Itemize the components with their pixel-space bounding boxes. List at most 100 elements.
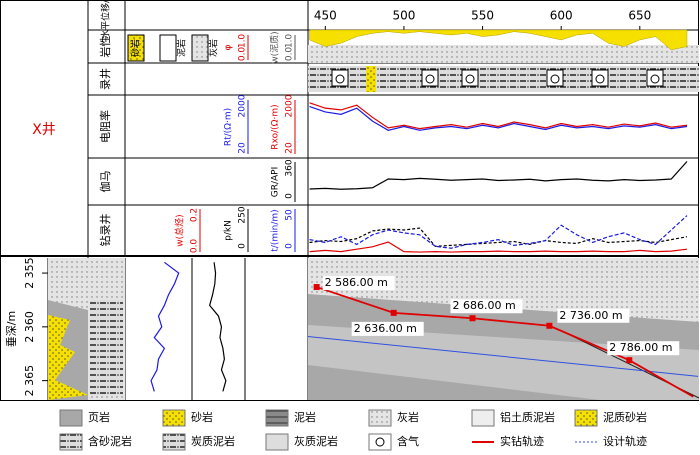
scale-tick: 250 <box>238 206 248 223</box>
scale-tick: 0 <box>285 243 295 249</box>
legend-swatch <box>471 409 495 427</box>
label-bg <box>450 299 523 314</box>
x-tick-label: 550 <box>471 9 494 23</box>
legend-swatch <box>59 409 83 427</box>
scale-tick: 20 <box>285 142 295 154</box>
lith-header: 泥岩 <box>176 39 188 57</box>
legend-label: 实钻轨迹 <box>500 434 544 448</box>
t-curve <box>309 215 688 249</box>
shale-band <box>308 325 699 400</box>
y-tick-label: 2 355 <box>23 257 36 289</box>
scale-tick: 50 <box>285 209 295 221</box>
scale-name: GR/API <box>271 167 281 198</box>
gas-box <box>646 69 664 87</box>
vsh-area <box>309 29 688 51</box>
sand-marker <box>366 66 376 92</box>
lith-strip <box>308 45 699 63</box>
lith-header: 砂岩 <box>130 39 142 57</box>
limestone-layer <box>308 258 699 322</box>
design-trajectory <box>307 336 699 377</box>
row-label: 岩性 <box>98 36 112 58</box>
depth-rt-curve <box>150 261 180 392</box>
scale-name: t/(min/m) <box>271 209 281 251</box>
gas-symbol <box>595 74 605 84</box>
gas-symbol <box>650 74 660 84</box>
scale-tick: 20 <box>238 142 248 154</box>
legend-swatch <box>265 433 289 451</box>
legend-swatch <box>574 409 598 427</box>
scale-tick: 0.0 <box>190 239 200 254</box>
wt-curve <box>309 241 688 253</box>
gr-curve <box>309 161 688 190</box>
legend-gas <box>375 437 385 447</box>
trajectory-point <box>469 315 476 322</box>
trajectory-point <box>626 357 633 364</box>
legend-swatch <box>162 433 186 451</box>
frame <box>0 0 699 401</box>
lith-header: 灰岩 <box>208 39 220 57</box>
rxo-curve <box>309 102 688 130</box>
legend-swatch <box>59 433 83 451</box>
legend-label: 含气 <box>397 434 419 448</box>
trajectory-point <box>390 309 397 316</box>
actual-trajectory <box>316 286 694 398</box>
legend-swatch <box>368 409 392 427</box>
legend-label: 炭质泥岩 <box>191 434 235 448</box>
trajectory-point <box>546 322 553 329</box>
scale-tick: 0.0 <box>238 47 248 62</box>
legend-label: 泥岩 <box>294 410 316 424</box>
scale-tick: 2000 <box>285 94 295 117</box>
x-tick-label: 600 <box>550 9 573 23</box>
x-tick-label: 650 <box>628 9 651 23</box>
mud-swatch <box>159 34 177 62</box>
trajectory-label: 2 586.00 m <box>325 276 388 289</box>
label-bg <box>322 276 395 291</box>
legend-label: 泥质砂岩 <box>603 410 647 424</box>
x-tick-label: 500 <box>392 9 415 23</box>
y-tick-label: 2 365 <box>23 365 36 397</box>
gas-symbol <box>550 74 560 84</box>
legend-label: 设计轨迹 <box>603 434 647 448</box>
gas-symbol <box>335 74 345 84</box>
y-tick-label: 2 360 <box>23 311 36 343</box>
scale-tick: 0.2 <box>190 208 200 222</box>
legend-label: 灰岩 <box>397 410 419 424</box>
gas-box <box>461 69 479 87</box>
trajectory-label: 2 736.00 m <box>559 309 622 322</box>
gas-box <box>546 69 564 87</box>
row-label: 录井 <box>98 68 112 90</box>
gas-symbol <box>425 74 435 84</box>
legend-swatch <box>162 409 186 427</box>
row-label: 水平位移/m <box>100 0 112 39</box>
lith-sand <box>48 315 88 400</box>
scale-name: w(泥质) <box>269 31 281 63</box>
scale-tick: 1.0 <box>285 34 295 49</box>
label-bg <box>607 341 680 356</box>
scale-tick: 0.0 <box>285 47 295 62</box>
scale-tick: 0 <box>238 243 248 249</box>
lith-track-mud <box>90 300 123 395</box>
trajectory-label: 2 686.00 m <box>452 299 515 312</box>
trajectory-point <box>313 284 320 291</box>
trajectory-label: 2 636.00 m <box>354 322 417 335</box>
label-bg <box>351 321 424 336</box>
sand-swatch <box>127 34 145 62</box>
scale-name: Rt/(Ω·m) <box>224 108 234 146</box>
scale-tick: 2000 <box>238 94 248 117</box>
rt-curve <box>309 106 688 131</box>
gas-box <box>591 69 609 87</box>
scale-tick: 360 <box>285 159 295 176</box>
legend-label: 砂岩 <box>191 410 213 424</box>
scale-name: p/kN <box>224 220 234 241</box>
p-curve <box>309 227 688 247</box>
trajectory-label: 2 786.00 m <box>609 341 672 354</box>
legend-label: 含砂泥岩 <box>88 434 132 448</box>
x-tick-label: 450 <box>314 9 337 23</box>
scale-name: w(总烃) <box>174 214 186 246</box>
legend-label: 铝土质泥岩 <box>500 410 555 424</box>
lime-swatch <box>191 34 209 62</box>
legend-label: 页岩 <box>88 410 110 424</box>
gas-box <box>421 69 439 87</box>
row-label: 电阻率 <box>98 110 112 143</box>
